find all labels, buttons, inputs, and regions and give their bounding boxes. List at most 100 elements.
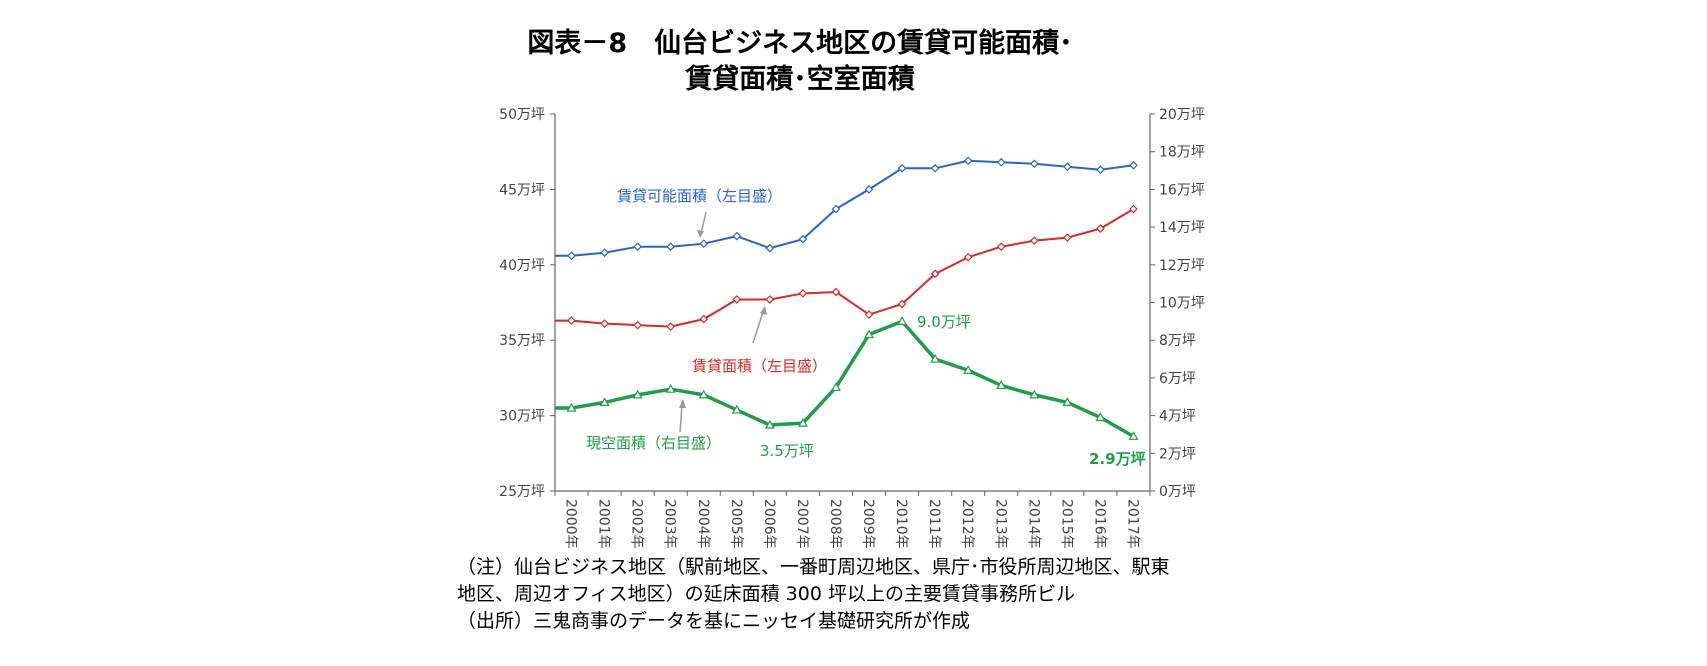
series-group bbox=[555, 156, 1139, 440]
data-point bbox=[1096, 165, 1105, 175]
x-tick-label: 2015年 bbox=[1058, 499, 1074, 549]
data-point bbox=[731, 404, 742, 414]
data-point bbox=[897, 299, 907, 309]
data-point bbox=[864, 310, 874, 319]
arrow-available bbox=[700, 211, 707, 235]
data-point bbox=[798, 289, 808, 298]
left-tick-label: 30万坪 bbox=[499, 409, 545, 425]
x-tick-label: 2004年 bbox=[695, 499, 711, 549]
x-tick-label: 2014年 bbox=[1025, 499, 1041, 549]
data-point bbox=[797, 417, 808, 427]
data-point bbox=[567, 251, 576, 261]
data-point bbox=[600, 319, 609, 328]
data-point bbox=[665, 384, 676, 393]
label-peak-vacant: 9.0万坪 bbox=[917, 313, 971, 331]
data-point bbox=[567, 316, 576, 325]
data-point bbox=[633, 320, 642, 330]
series-line-0 bbox=[555, 159, 1134, 257]
x-tick-label: 2005年 bbox=[728, 499, 744, 549]
note-line-3: （出所）三鬼商事のデータを基にニッセイ基礎研究所が作成 bbox=[457, 610, 970, 632]
label-min-vacant: 3.5万坪 bbox=[760, 442, 814, 460]
x-tick-label: 2001年 bbox=[596, 499, 612, 549]
x-tick-label: 2008年 bbox=[827, 499, 843, 549]
x-tick-label: 2011年 bbox=[926, 499, 942, 549]
x-tick-label: 2002年 bbox=[629, 499, 645, 549]
data-point bbox=[930, 353, 941, 363]
data-point bbox=[930, 163, 940, 173]
data-point bbox=[863, 329, 875, 339]
data-point bbox=[897, 316, 908, 325]
data-point bbox=[1062, 397, 1073, 407]
data-point bbox=[765, 243, 775, 253]
chart-title-line1: 図表－8 仙台ビジネス地区の賃貸可能面積･ bbox=[527, 27, 1072, 59]
data-point bbox=[1129, 204, 1138, 214]
data-point bbox=[830, 382, 842, 391]
left-tick-label: 45万坪 bbox=[499, 182, 545, 198]
chart-title-line2: 賃貸面積･空室面積 bbox=[684, 63, 915, 95]
data-point bbox=[666, 242, 676, 252]
data-point bbox=[831, 287, 841, 297]
data-point bbox=[1063, 162, 1072, 172]
data-point bbox=[1128, 431, 1139, 440]
data-point bbox=[996, 380, 1007, 390]
left-tick-label: 25万坪 bbox=[499, 484, 545, 500]
data-point bbox=[897, 163, 907, 173]
right-tick-label: 2万坪 bbox=[1159, 446, 1196, 462]
legend-label-vacant: 現空面積（右目盛） bbox=[586, 434, 721, 452]
arrow-leased bbox=[752, 311, 764, 344]
note-line-1: （注）仙台ビジネス地区（駅前地区、一番町周辺地区、県庁･市役所周辺地区、駅東 bbox=[457, 556, 1170, 578]
data-point bbox=[963, 252, 973, 262]
data-point bbox=[732, 295, 742, 304]
data-point bbox=[798, 234, 808, 244]
data-point bbox=[963, 156, 973, 166]
data-point bbox=[1029, 236, 1039, 246]
data-point bbox=[698, 389, 709, 399]
data-point bbox=[764, 419, 775, 429]
data-point bbox=[632, 389, 643, 399]
data-point bbox=[1095, 412, 1106, 422]
data-point bbox=[831, 204, 841, 214]
arrow-head bbox=[679, 399, 686, 408]
label-last-vacant: 2.9万坪 bbox=[1089, 450, 1146, 468]
data-point bbox=[599, 397, 610, 407]
x-tick-label: 2000年 bbox=[563, 499, 579, 549]
x-tick-label: 2009年 bbox=[860, 499, 876, 549]
right-tick-label: 6万坪 bbox=[1159, 371, 1196, 387]
data-point bbox=[666, 322, 676, 331]
arrow-head bbox=[697, 230, 704, 238]
data-point bbox=[699, 239, 709, 249]
right-tick-label: 16万坪 bbox=[1159, 182, 1205, 198]
data-point bbox=[996, 242, 1006, 252]
x-tick-label: 2010年 bbox=[893, 499, 909, 549]
x-tick-label: 2007年 bbox=[794, 499, 810, 549]
right-tick-label: 4万坪 bbox=[1159, 409, 1196, 425]
right-tick-label: 14万坪 bbox=[1159, 220, 1205, 236]
data-point bbox=[1029, 389, 1040, 399]
data-point bbox=[1063, 233, 1072, 243]
legend-label-available: 賃貸可能面積（左目盛） bbox=[617, 187, 782, 205]
arrow-vacant bbox=[679, 404, 683, 433]
left-tick-label: 35万坪 bbox=[499, 333, 545, 349]
right-tick-label: 12万坪 bbox=[1159, 258, 1205, 274]
right-tick-label: 10万坪 bbox=[1159, 296, 1205, 312]
x-tick-label: 2006年 bbox=[761, 499, 777, 549]
x-tick-label: 2003年 bbox=[662, 499, 678, 549]
data-point bbox=[765, 295, 775, 304]
x-tick-label: 2017年 bbox=[1124, 499, 1140, 549]
data-point bbox=[600, 248, 609, 258]
data-point bbox=[566, 402, 577, 412]
x-tick-label: 2012年 bbox=[959, 499, 975, 549]
left-tick-label: 40万坪 bbox=[499, 258, 545, 274]
data-point bbox=[930, 269, 940, 279]
data-point bbox=[633, 242, 642, 252]
right-tick-label: 20万坪 bbox=[1159, 107, 1205, 123]
right-tick-label: 0万坪 bbox=[1159, 484, 1196, 500]
data-point bbox=[1129, 160, 1138, 170]
arrow-head bbox=[760, 306, 767, 315]
data-point bbox=[996, 157, 1006, 167]
axes: 25万坪 30万坪 35万坪 40万坪 45万坪 50万坪 0万坪 2万坪 4万坪 6万坪 8万坪 1… bbox=[499, 107, 1205, 549]
x-tick-label: 2013年 bbox=[992, 499, 1008, 549]
right-tick-label: 8万坪 bbox=[1159, 333, 1196, 349]
x-tick-label: 2016年 bbox=[1091, 499, 1107, 549]
